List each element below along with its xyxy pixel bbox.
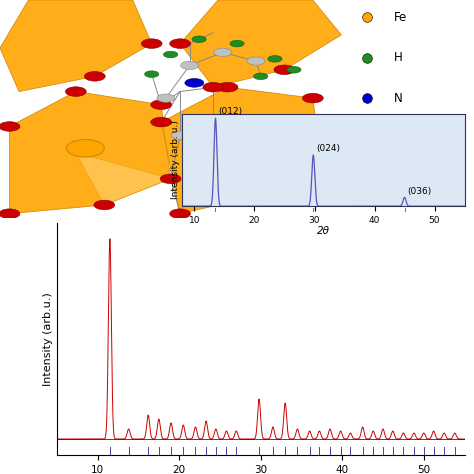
Circle shape xyxy=(171,131,189,139)
Circle shape xyxy=(84,72,105,81)
X-axis label: 2θ: 2θ xyxy=(317,226,330,237)
Y-axis label: Intensity (arb.u.): Intensity (arb.u.) xyxy=(43,292,53,386)
Circle shape xyxy=(237,116,255,124)
Circle shape xyxy=(312,165,333,175)
Text: C: C xyxy=(393,132,401,145)
Circle shape xyxy=(0,122,20,131)
Circle shape xyxy=(247,57,265,65)
Circle shape xyxy=(254,73,268,80)
Text: (012): (012) xyxy=(219,108,243,117)
Polygon shape xyxy=(161,87,322,214)
Text: N: N xyxy=(393,91,402,105)
Circle shape xyxy=(151,100,172,109)
Circle shape xyxy=(164,51,178,58)
Polygon shape xyxy=(180,0,341,87)
Circle shape xyxy=(302,93,323,103)
Circle shape xyxy=(214,48,232,56)
Circle shape xyxy=(160,174,181,183)
Polygon shape xyxy=(76,153,171,205)
Circle shape xyxy=(217,82,238,92)
Circle shape xyxy=(181,61,199,70)
Text: O: O xyxy=(393,172,403,185)
Circle shape xyxy=(0,209,20,219)
Circle shape xyxy=(170,39,191,48)
Circle shape xyxy=(170,209,191,219)
Polygon shape xyxy=(0,0,152,91)
Circle shape xyxy=(274,65,295,74)
Circle shape xyxy=(203,82,224,92)
Y-axis label: Intensity (arb. u.): Intensity (arb. u.) xyxy=(171,120,180,200)
Polygon shape xyxy=(237,148,322,196)
Circle shape xyxy=(66,139,104,157)
Text: (024): (024) xyxy=(316,145,340,154)
Circle shape xyxy=(151,117,172,127)
Circle shape xyxy=(268,55,282,62)
Circle shape xyxy=(192,36,206,43)
Circle shape xyxy=(185,79,204,87)
Circle shape xyxy=(230,40,244,47)
Circle shape xyxy=(246,191,266,201)
Circle shape xyxy=(232,133,270,150)
Circle shape xyxy=(287,66,301,73)
Text: (036): (036) xyxy=(408,187,432,196)
Circle shape xyxy=(204,122,222,131)
Circle shape xyxy=(145,71,159,77)
Text: Fe: Fe xyxy=(393,11,407,24)
Circle shape xyxy=(157,94,175,102)
Text: H: H xyxy=(393,51,402,64)
Polygon shape xyxy=(9,91,171,214)
Circle shape xyxy=(65,87,86,96)
Circle shape xyxy=(141,39,162,48)
Circle shape xyxy=(94,200,115,210)
